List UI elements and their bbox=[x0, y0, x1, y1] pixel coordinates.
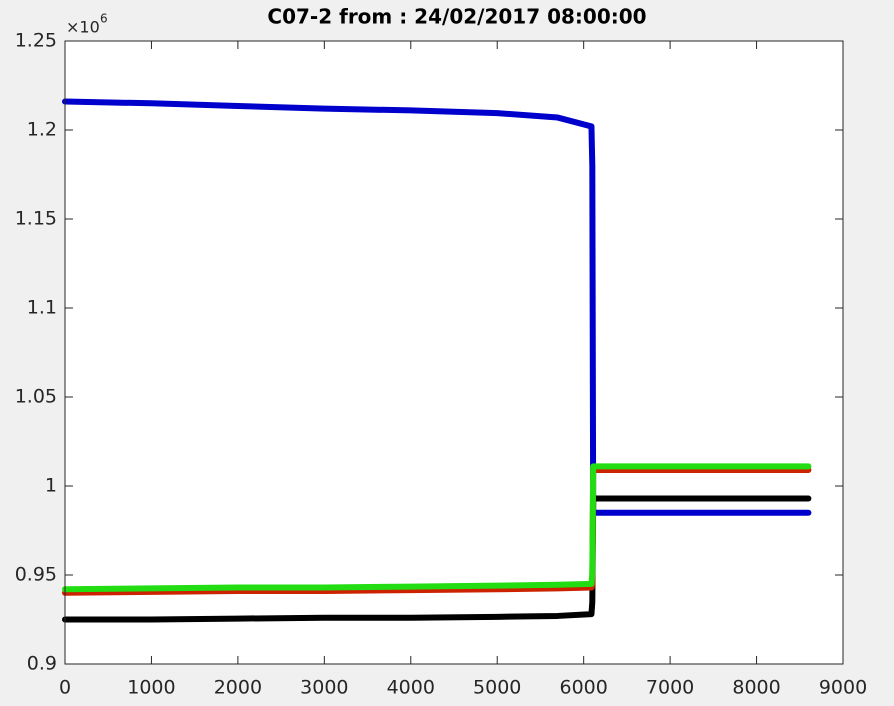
axes-frame bbox=[64, 40, 844, 665]
y-tick-label: 0.95 bbox=[15, 564, 57, 586]
series-line bbox=[62, 466, 812, 596]
y-tick-label: 1.25 bbox=[15, 30, 57, 52]
x-tick-label: 2000 bbox=[214, 677, 262, 699]
y-tick-label: 1.05 bbox=[15, 386, 57, 408]
x-tick-label: 1000 bbox=[127, 677, 175, 699]
series-line bbox=[62, 98, 812, 516]
x-tick-label: 9000 bbox=[819, 677, 867, 699]
x-tick-label: 6000 bbox=[559, 677, 607, 699]
y-tick-label: 1 bbox=[45, 475, 57, 497]
x-tick-label: 4000 bbox=[387, 677, 435, 699]
y-multiplier-exponent: 6 bbox=[100, 12, 108, 26]
x-tick-label: 5000 bbox=[473, 677, 521, 699]
y-tick-label: 0.9 bbox=[27, 653, 57, 675]
series-line bbox=[62, 495, 812, 623]
plot-area bbox=[65, 41, 843, 664]
y-tick-label: 1.2 bbox=[27, 119, 57, 141]
x-tick-label: 8000 bbox=[732, 677, 780, 699]
y-tick-label: 1.1 bbox=[27, 297, 57, 319]
series-line bbox=[62, 463, 812, 593]
y-multiplier: ×10 bbox=[66, 18, 100, 37]
x-tick-label: 3000 bbox=[300, 677, 348, 699]
y-tick-label: 1.15 bbox=[15, 208, 57, 230]
x-tick-label: 0 bbox=[59, 677, 71, 699]
chart-title: C07-2 from : 24/02/2017 08:00:00 bbox=[267, 5, 646, 29]
x-tick-label: 7000 bbox=[646, 677, 694, 699]
